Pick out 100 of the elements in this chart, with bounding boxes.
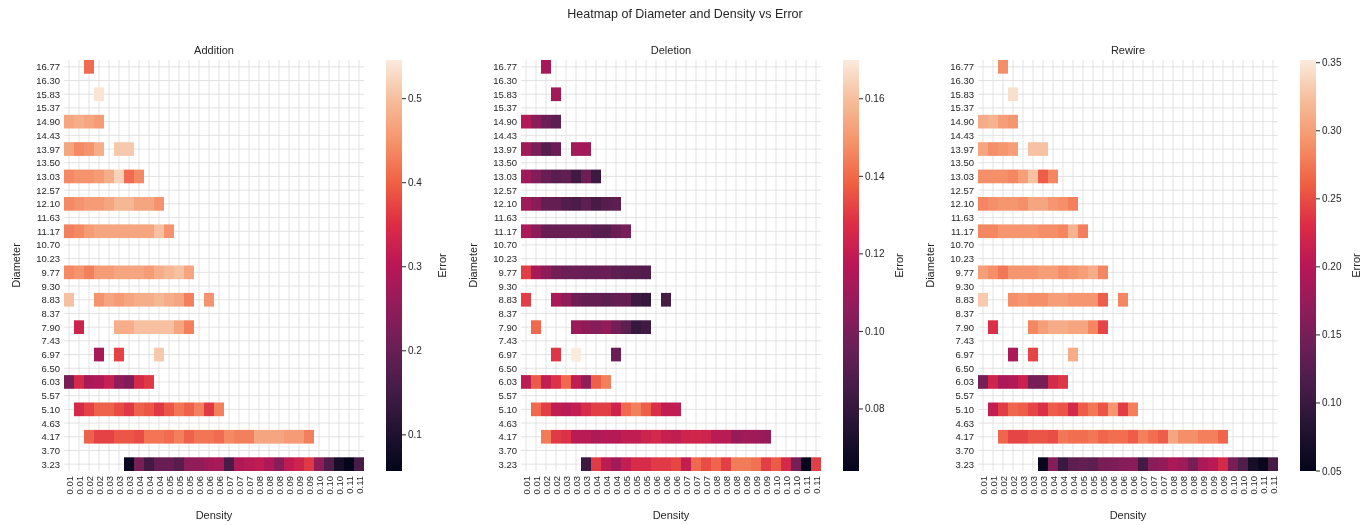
color-bar-title: Error [436,252,448,278]
color-bar-label: 0.35 [1322,57,1342,69]
y-tick-label: 10.70 [36,239,60,251]
y-tick-label: 14.90 [36,116,60,128]
x-tick-label: 0.05 [183,476,195,495]
y-tick-label: 3.23 [955,458,974,470]
y-tick-label: 13.97 [493,143,517,155]
y-tick-label: 8.83 [955,294,974,306]
x-tick-label: 0.08 [720,476,732,495]
x-tick-label: 0.05 [1087,476,1099,495]
x-tick-label: 0.11 [810,476,822,494]
y-tick-label: 13.97 [950,143,974,155]
y-tick-label: 8.37 [41,307,60,319]
y-tick-label: 6.97 [955,349,974,361]
x-tick-label: 0.04 [610,476,622,495]
y-tick-label: 14.90 [493,116,517,128]
y-tick-label: 12.57 [36,184,60,196]
x-tick-label: 0.06 [1117,476,1129,495]
x-tick-label: 0.10 [1247,476,1259,495]
x-tick-label: 0.06 [193,476,205,495]
x-axis-title: Density [652,509,690,521]
y-tick-label: 16.30 [493,75,517,87]
x-tick-label: 0.02 [550,476,562,495]
y-tick-label: 9.77 [955,266,974,278]
color-bar-label: 0.12 [865,248,885,260]
y-tick-label: 9.77 [498,266,517,278]
x-tick-label: 0.03 [113,476,125,495]
x-tick-label: 0.10 [313,476,325,495]
y-tick-label: 15.37 [36,102,60,114]
y-tick-label: 7.43 [955,335,974,347]
x-tick-label: 0.07 [223,476,235,495]
y-tick-label: 13.03 [493,170,517,182]
y-tick-label: 12.57 [493,184,517,196]
y-tick-label: 6.03 [955,376,974,388]
x-tick-label: 0.09 [740,476,752,495]
x-tick-label: 0.07 [1137,476,1149,495]
y-tick-label: 16.77 [950,61,974,73]
y-tick-label: 11.17 [493,225,517,237]
y-tick-label: 4.63 [498,417,517,429]
x-tick-label: 0.05 [1097,476,1109,495]
x-tick-label: 0.11 [1267,476,1279,494]
y-tick-label: 10.23 [493,253,517,265]
y-tick-label: 16.30 [36,75,60,87]
color-bar-label: 0.14 [865,170,885,182]
y-tick-label: 9.30 [955,280,974,292]
x-tick-label: 0.02 [93,476,105,495]
x-tick-label: 0.04 [1057,476,1069,495]
y-tick-label: 12.10 [36,198,60,210]
y-tick-label: 6.97 [41,349,60,361]
x-tick-label: 0.01 [977,476,989,495]
x-tick-label: 0.05 [1077,476,1089,495]
chart-title: Addition [194,44,234,56]
color-bar-label: 0.3 [408,261,423,273]
y-tick-label: 6.50 [41,362,60,374]
x-tick-label: 0.08 [253,476,265,495]
x-tick-label: 0.04 [600,476,612,495]
x-tick-label: 0.08 [710,476,722,495]
x-tick-label: 0.06 [1107,476,1119,495]
x-tick-label: 0.04 [1047,476,1059,495]
x-tick-label: 0.02 [997,476,1009,495]
x-tick-label: 0.09 [1197,476,1209,495]
x-tick-label: 0.03 [1017,476,1029,495]
x-tick-label: 0.10 [323,476,335,495]
x-tick-label: 0.09 [283,476,295,495]
text: Heatmap of Diameter and Density vs Error [567,7,803,21]
color-bar-label: 0.2 [408,345,423,357]
x-tick-label: 0.03 [123,476,135,495]
y-tick-label: 16.77 [493,61,517,73]
y-tick-label: 3.70 [955,444,974,456]
y-axis-title: Diameter [10,242,22,288]
y-tick-label: 12.10 [950,198,974,210]
y-tick-label: 11.17 [950,225,974,237]
chart-title: Deletion [650,44,692,56]
x-tick-label: 0.11 [1257,476,1269,494]
y-tick-label: 3.23 [41,458,60,470]
y-tick-label: 13.03 [950,170,974,182]
x-tick-label: 0.09 [303,476,315,495]
color-bar-label: 0.10 [865,325,885,337]
y-tick-label: 10.23 [950,253,974,265]
y-tick-label: 13.50 [36,157,60,169]
y-tick-label: 11.17 [36,225,60,237]
x-tick-label: 0.05 [173,476,185,495]
y-tick-label: 7.90 [955,321,974,333]
x-tick-label: 0.10 [1237,476,1249,495]
x-tick-label: 0.07 [680,476,692,495]
x-tick-label: 0.06 [203,476,215,495]
y-tick-label: 14.43 [950,129,974,141]
x-tick-label: 0.08 [1167,476,1179,495]
y-tick-label: 4.63 [955,417,974,429]
x-tick-label: 0.01 [530,476,542,495]
x-tick-label: 0.01 [63,476,75,495]
y-tick-label: 5.57 [955,390,974,402]
y-tick-label: 6.50 [498,362,517,374]
y-tick-label: 11.63 [493,212,517,224]
x-tick-label: 0.04 [143,476,155,495]
x-tick-label: 0.10 [780,476,792,495]
x-tick-label: 0.04 [153,476,165,495]
x-tick-label: 0.01 [73,476,85,495]
y-tick-label: 6.03 [41,376,60,388]
x-axis-title: Density [195,509,233,521]
